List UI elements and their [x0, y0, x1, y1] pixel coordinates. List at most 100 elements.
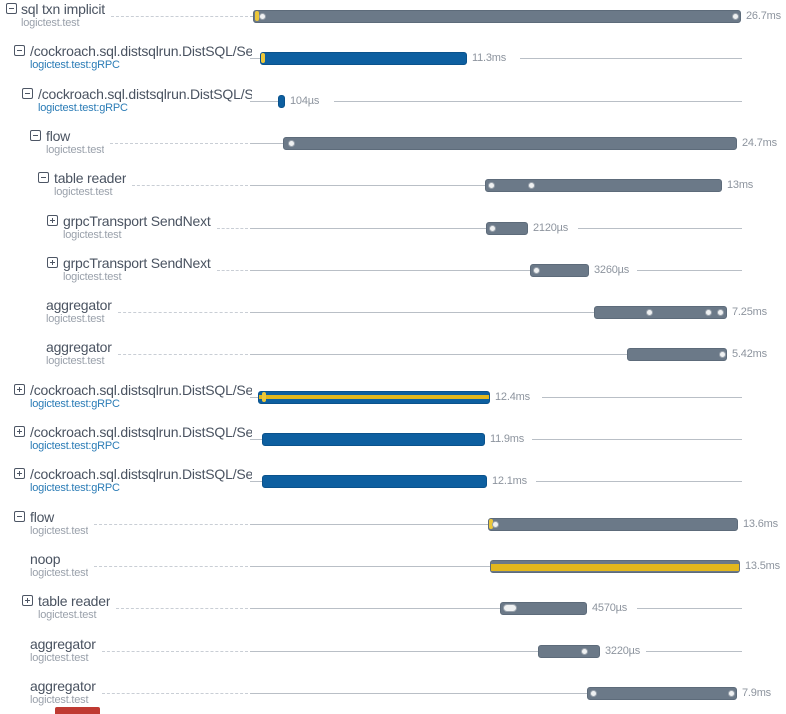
log-dot-icon[interactable]	[288, 140, 295, 147]
track-line	[536, 481, 742, 482]
span-sublabel: logictest.test	[54, 186, 113, 198]
expand-icon[interactable]	[47, 215, 58, 226]
track-line	[250, 228, 486, 229]
trace-row: aggregator logictest.test 3220µs	[0, 635, 786, 677]
span-bar[interactable]	[538, 645, 600, 658]
span-name[interactable]: /cockroach.sql.distsqlrun.DistSQL/Set	[30, 466, 252, 482]
span-name[interactable]: flow	[46, 128, 71, 144]
trace-row: /cockroach.sql.distsqlrun.DistSQL/S logic…	[0, 85, 786, 127]
span-name[interactable]: sql txn implicit	[21, 1, 105, 17]
log-dot-icon[interactable]	[492, 521, 499, 528]
log-dot-icon[interactable]	[581, 648, 588, 655]
partial-error-span-bar[interactable]	[55, 707, 100, 714]
track-line	[250, 566, 490, 567]
duration-label: 3260µs	[594, 264, 630, 276]
span-bar[interactable]	[485, 179, 722, 192]
span-name[interactable]: aggregator	[46, 297, 112, 313]
span-sublabel: logictest.test	[38, 609, 97, 621]
span-bar[interactable]	[530, 264, 589, 277]
span-name[interactable]: table reader	[54, 170, 127, 186]
span-label: table reader logictest.test	[54, 170, 126, 199]
span-bar[interactable]	[587, 687, 737, 700]
leader-line	[94, 524, 248, 525]
track-line	[250, 143, 283, 144]
span-name[interactable]: grpcTransport SendNext	[63, 255, 211, 271]
collapse-icon[interactable]	[38, 172, 49, 183]
yellow-tick-icon[interactable]	[489, 519, 493, 529]
span-name[interactable]: aggregator	[30, 636, 96, 652]
span-name[interactable]: noop	[30, 551, 61, 567]
expand-icon[interactable]	[22, 595, 33, 606]
span-bar[interactable]	[262, 433, 485, 446]
expand-icon[interactable]	[14, 384, 25, 395]
span-name[interactable]: grpcTransport SendNext	[63, 213, 211, 229]
leader-line	[102, 693, 248, 694]
span-sublabel: logictest.test:gRPC	[30, 398, 120, 410]
log-dot-icon[interactable]	[590, 690, 597, 697]
duration-label: 11.3ms	[472, 52, 507, 64]
collapse-icon[interactable]	[14, 511, 25, 522]
span-label: /cockroach.sql.distsqlrun.DistSQL/Set log…	[30, 43, 252, 72]
expand-icon[interactable]	[14, 468, 25, 479]
yellow-tick-icon[interactable]	[262, 392, 266, 402]
span-bar[interactable]	[278, 95, 285, 108]
span-label: aggregator logictest.test	[30, 636, 96, 665]
log-dot-icon[interactable]	[533, 267, 540, 274]
trace-row: flow logictest.test 24.7ms	[0, 127, 786, 169]
span-bar[interactable]	[260, 52, 467, 65]
log-dot-icon[interactable]	[732, 13, 739, 20]
span-bar[interactable]	[258, 391, 490, 404]
span-sublabel: logictest.test:gRPC	[38, 102, 128, 114]
span-bar[interactable]	[253, 10, 741, 23]
log-dot-icon[interactable]	[705, 309, 712, 316]
trace-row: aggregator logictest.test 7.9ms	[0, 677, 786, 714]
log-dot-icon[interactable]	[717, 309, 724, 316]
duration-label: 4570µs	[592, 602, 628, 614]
collapse-icon[interactable]	[30, 130, 41, 141]
span-bar[interactable]	[490, 560, 740, 573]
span-name[interactable]: /cockroach.sql.distsqlrun.DistSQL/S	[38, 86, 252, 102]
collapse-icon[interactable]	[22, 88, 33, 99]
span-name[interactable]: aggregator	[46, 339, 112, 355]
span-bar[interactable]	[283, 137, 737, 150]
span-bar[interactable]	[486, 222, 528, 235]
span-label: aggregator logictest.test	[46, 297, 112, 326]
span-bar[interactable]	[500, 602, 587, 615]
span-sublabel: logictest.test:gRPC	[30, 482, 120, 494]
trace-row: /cockroach.sql.distsqlrun.DistSQL/Set log…	[0, 423, 786, 465]
span-sublabel: logictest.test	[30, 567, 89, 579]
span-name[interactable]: flow	[30, 509, 55, 525]
log-dot-icon[interactable]	[488, 182, 495, 189]
span-bar[interactable]	[594, 306, 727, 319]
span-bar[interactable]	[627, 348, 727, 361]
duration-label: 11.9ms	[490, 433, 525, 445]
track-line	[250, 185, 485, 186]
expand-icon[interactable]	[14, 426, 25, 437]
collapse-icon[interactable]	[6, 3, 17, 14]
yellow-tick-icon[interactable]	[255, 11, 259, 21]
log-dot-icon[interactable]	[259, 13, 266, 20]
leader-line	[110, 143, 248, 144]
expand-icon[interactable]	[47, 257, 58, 268]
span-sublabel: logictest.test	[30, 652, 89, 664]
track-line	[637, 608, 742, 609]
log-dot-icon[interactable]	[528, 182, 535, 189]
span-name[interactable]: /cockroach.sql.distsqlrun.DistSQL/Set	[30, 382, 252, 398]
log-dot-icon[interactable]	[646, 309, 653, 316]
log-dot-icon[interactable]	[728, 690, 735, 697]
span-sublabel: logictest.test	[46, 313, 105, 325]
span-bar[interactable]	[488, 518, 738, 531]
span-bar[interactable]	[262, 475, 487, 488]
span-name[interactable]: aggregator	[30, 678, 96, 694]
span-name[interactable]: table reader	[38, 593, 111, 609]
yellow-tick-icon[interactable]	[261, 53, 265, 63]
trace-row: grpcTransport SendNext logictest.test 3260…	[0, 254, 786, 296]
leader-line	[132, 185, 248, 186]
log-pill-icon[interactable]	[503, 604, 517, 612]
log-dot-icon[interactable]	[719, 351, 726, 358]
span-name[interactable]: /cockroach.sql.distsqlrun.DistSQL/Set	[30, 43, 252, 59]
track-line	[520, 58, 742, 59]
log-dot-icon[interactable]	[489, 225, 496, 232]
collapse-icon[interactable]	[14, 45, 25, 56]
span-name[interactable]: /cockroach.sql.distsqlrun.DistSQL/Set	[30, 424, 252, 440]
